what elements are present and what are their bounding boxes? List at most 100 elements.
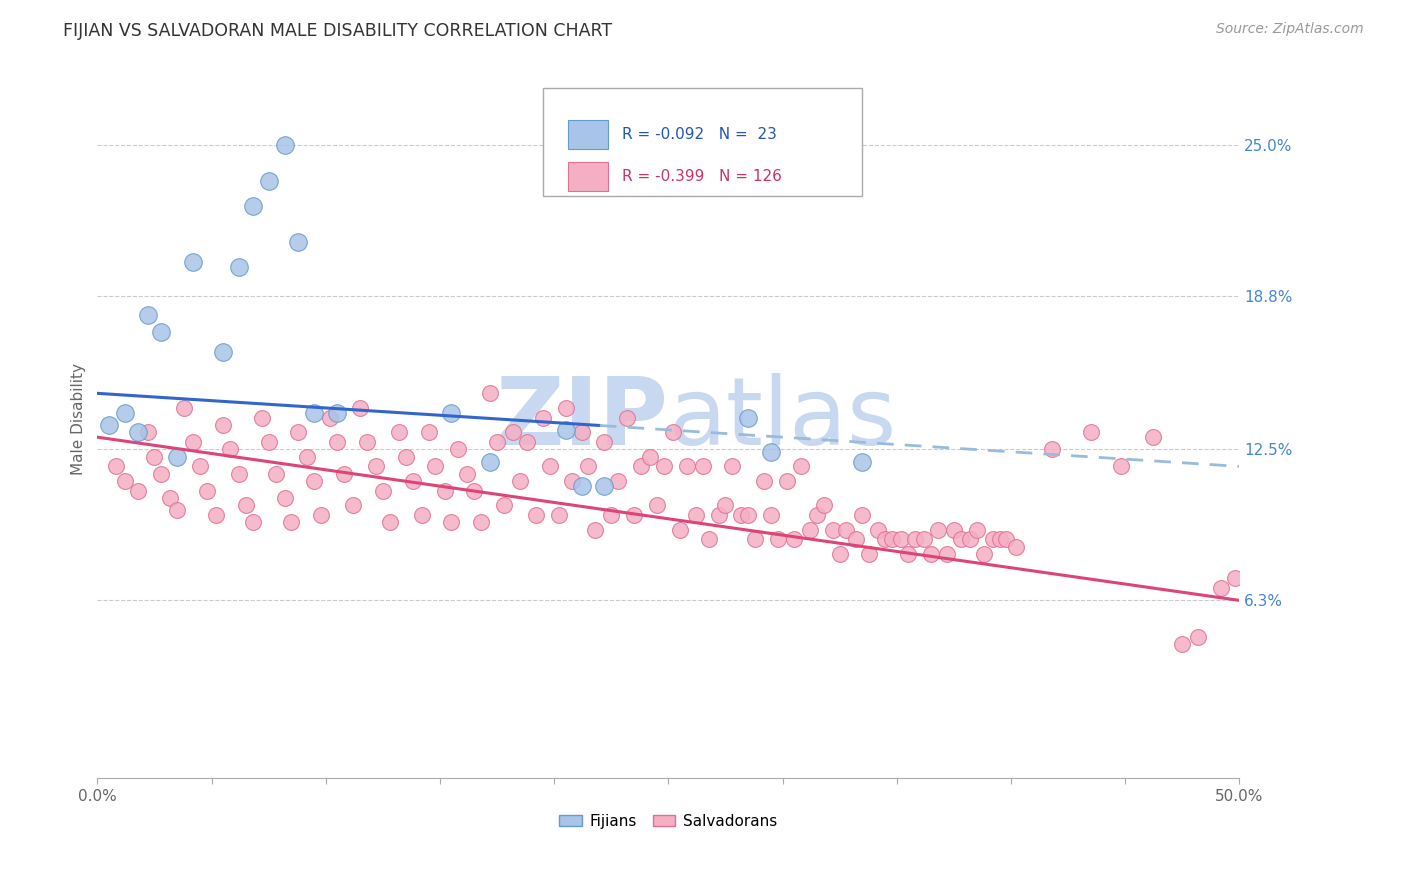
Point xyxy=(257,435,280,450)
Point xyxy=(668,523,690,537)
Point xyxy=(1040,442,1063,457)
Point xyxy=(685,508,707,523)
Point xyxy=(790,459,813,474)
Point xyxy=(623,508,645,523)
Point xyxy=(395,450,418,464)
Point xyxy=(287,235,309,250)
Point xyxy=(212,417,235,432)
Point xyxy=(181,254,204,268)
Point xyxy=(828,547,851,561)
Point xyxy=(326,435,349,450)
Point xyxy=(349,401,371,415)
Point xyxy=(638,450,661,464)
Point xyxy=(806,508,828,523)
Point xyxy=(150,467,173,481)
Point xyxy=(942,523,965,537)
Point xyxy=(890,533,912,547)
Point xyxy=(470,516,492,530)
Point xyxy=(181,435,204,450)
Text: ZIP: ZIP xyxy=(495,373,668,465)
Point xyxy=(737,410,759,425)
Point xyxy=(759,508,782,523)
Point xyxy=(576,459,599,474)
Point xyxy=(205,508,228,523)
Point xyxy=(342,499,364,513)
Point xyxy=(813,499,835,513)
Point xyxy=(936,547,959,561)
Point xyxy=(97,417,120,432)
Point xyxy=(463,483,485,498)
Point xyxy=(1209,581,1232,595)
Point xyxy=(447,442,470,457)
Point xyxy=(776,474,799,488)
Point xyxy=(479,454,502,468)
Point xyxy=(456,467,478,481)
Point xyxy=(912,533,935,547)
Point xyxy=(479,386,502,401)
Point xyxy=(875,533,897,547)
Point xyxy=(486,435,509,450)
Point xyxy=(1187,630,1209,644)
Text: Source: ZipAtlas.com: Source: ZipAtlas.com xyxy=(1216,22,1364,37)
Text: R = -0.399   N = 126: R = -0.399 N = 126 xyxy=(621,169,782,184)
Point xyxy=(364,459,387,474)
Point xyxy=(509,474,531,488)
Point xyxy=(136,309,159,323)
Point xyxy=(882,533,904,547)
Point xyxy=(440,516,463,530)
FancyBboxPatch shape xyxy=(543,88,862,196)
Point xyxy=(554,423,576,437)
Point xyxy=(1142,430,1164,444)
Point xyxy=(630,459,652,474)
Point xyxy=(425,459,447,474)
Point xyxy=(418,425,440,440)
Point xyxy=(287,425,309,440)
Point xyxy=(959,533,981,547)
Point xyxy=(150,326,173,340)
Point xyxy=(228,467,250,481)
Point xyxy=(166,450,188,464)
Point xyxy=(212,345,235,359)
Point xyxy=(440,406,463,420)
Point xyxy=(754,474,776,488)
Point xyxy=(114,474,136,488)
Point xyxy=(411,508,433,523)
Point xyxy=(309,508,332,523)
Point xyxy=(401,474,423,488)
Point xyxy=(737,508,759,523)
Point xyxy=(593,435,616,450)
Point xyxy=(388,425,411,440)
Point xyxy=(593,479,616,493)
Point xyxy=(692,459,714,474)
Point xyxy=(250,410,273,425)
Point xyxy=(583,523,606,537)
Point xyxy=(699,533,721,547)
Point xyxy=(1223,572,1246,586)
Point xyxy=(554,401,576,415)
Point xyxy=(304,474,326,488)
FancyBboxPatch shape xyxy=(568,120,607,149)
Point xyxy=(714,499,737,513)
Point xyxy=(571,479,593,493)
Point xyxy=(675,459,697,474)
Text: R = -0.092   N =  23: R = -0.092 N = 23 xyxy=(621,128,776,142)
Point xyxy=(188,459,211,474)
Point xyxy=(127,483,149,498)
Point xyxy=(858,547,880,561)
Point xyxy=(547,508,569,523)
FancyBboxPatch shape xyxy=(568,162,607,192)
Point xyxy=(333,467,356,481)
Text: atlas: atlas xyxy=(668,373,897,465)
Point xyxy=(531,410,554,425)
Point xyxy=(297,450,319,464)
Point xyxy=(228,260,250,274)
Point xyxy=(257,174,280,188)
Point xyxy=(868,523,890,537)
Point xyxy=(851,508,873,523)
Point xyxy=(538,459,561,474)
Point xyxy=(114,406,136,420)
Point xyxy=(218,442,240,457)
Point xyxy=(744,533,766,547)
Point xyxy=(104,459,127,474)
Point xyxy=(524,508,547,523)
